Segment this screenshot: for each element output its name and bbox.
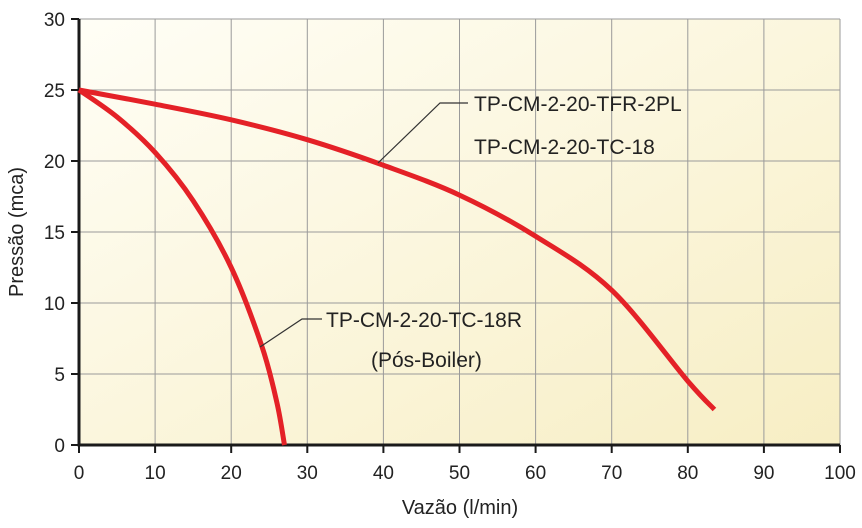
x-tick-label: 90 <box>753 463 774 484</box>
grid <box>79 18 841 445</box>
x-axis-label: Vazão (l/min) <box>402 497 518 519</box>
y-tick-label: 5 <box>54 365 65 386</box>
callout-leader-2 <box>259 318 322 348</box>
y-tick-label: 20 <box>44 152 65 173</box>
x-tick-label: 20 <box>221 463 242 484</box>
y-tick-label: 25 <box>44 81 65 102</box>
series-line-2 <box>77 87 287 446</box>
x-tick-label: 100 <box>824 463 856 484</box>
x-tick-label: 30 <box>297 463 318 484</box>
callouts: TP-CM-2-20-TFR-2PL TP-CM-2-20-TC-18 TP-CM-… <box>259 93 682 372</box>
series-line-1 <box>78 87 717 412</box>
series-label-2-line-1: TP-CM-2-20-TC-18R <box>326 309 522 332</box>
y-tick-label: 30 <box>44 10 65 31</box>
callout-leader-1 <box>377 102 468 164</box>
x-tick-label: 40 <box>373 463 394 484</box>
x-tick-label: 60 <box>525 463 546 484</box>
series-label-1-line-2: TP-CM-2-20-TC-18 <box>474 136 655 159</box>
y-axis-ticks: 0 5 10 15 20 25 30 <box>44 10 79 457</box>
y-tick-label: 0 <box>54 436 65 457</box>
x-tick-label: 0 <box>74 463 85 484</box>
y-tick-label: 15 <box>44 223 65 244</box>
y-axis-label: Pressão (mca) <box>6 167 28 297</box>
x-tick-label: 80 <box>677 463 698 484</box>
x-axis-ticks: 0 10 20 30 40 50 60 70 80 90 100 <box>74 445 856 484</box>
x-tick-label: 70 <box>601 463 622 484</box>
series-label-1-line-1: TP-CM-2-20-TFR-2PL <box>474 93 682 116</box>
y-tick-label: 10 <box>44 294 65 315</box>
x-tick-label: 50 <box>449 463 470 484</box>
series-label-2-line-2: (Pós-Boiler) <box>371 349 482 372</box>
x-tick-label: 10 <box>145 463 166 484</box>
series-layer <box>77 87 717 446</box>
